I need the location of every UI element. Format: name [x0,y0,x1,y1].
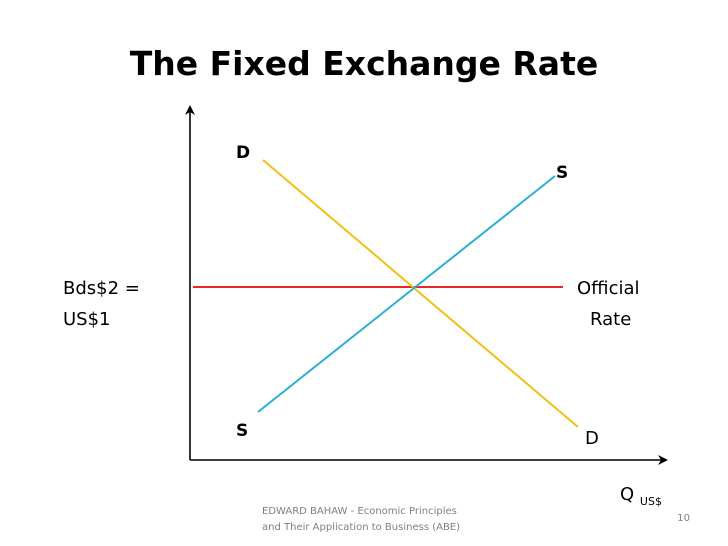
supply-label-top: S [556,163,568,183]
official-rate-label-line1: Official [577,278,640,299]
x-axis-label-subscript: US$ [640,495,662,508]
rate-label-line1: Bds$2 = [63,278,140,299]
x-axis-label-main: Q [620,484,634,505]
footer-line-2: and Their Application to Business (ABE) [262,522,461,533]
page-number: 10 [677,513,690,524]
demand-label-top: D [236,143,250,163]
rate-label-line2: US$1 [63,309,111,330]
demand-label-bottom: D [585,428,599,449]
footer-credit: EDWARD BAHAW - Economic Principles and T… [262,504,482,536]
supply-curve [257,175,556,413]
footer-line-1: EDWARD BAHAW - Economic Principles [262,506,457,517]
demand-curve [262,159,579,428]
supply-label-bottom: S [236,421,248,441]
x-axis-label: Q US$ [620,484,662,508]
slide-title: The Fixed Exchange Rate [129,44,599,83]
official-rate-label-line2: Rate [590,309,631,330]
